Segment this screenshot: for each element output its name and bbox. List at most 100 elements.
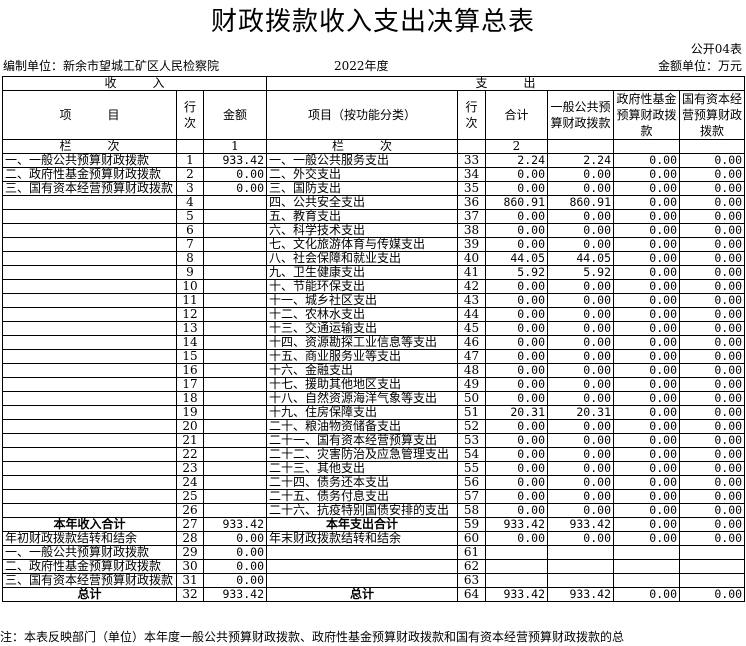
income-amount-cell: [203, 195, 267, 210]
gov-fund-cell: 0.00: [613, 363, 680, 378]
state-capital-cell: 0.00: [678, 293, 746, 308]
expense-item-cell: 一、一般公共服务支出: [266, 153, 458, 168]
income-amount-cell: [203, 335, 267, 350]
income-item-cell: [2, 447, 177, 462]
gov-fund-cell: 0.00: [613, 321, 680, 336]
table-row: 24 二十四、债务还本支出 56 0.00 0.00 0.00 0.00: [2, 475, 746, 490]
table-row: 25 二十五、债务付息支出 57 0.00 0.00 0.00 0.00: [2, 489, 746, 504]
income-amount-cell: [203, 419, 267, 434]
income-amount-cell: [203, 321, 267, 336]
income-item-cell: [2, 251, 177, 266]
income-amount-cell: 933.42: [203, 153, 267, 168]
expense-item-cell: [266, 545, 458, 560]
state-capital-cell: 0.00: [678, 433, 746, 448]
state-capital-cell: 0.00: [678, 517, 746, 532]
general-budget-cell: 0.00: [547, 419, 614, 434]
total-header: 合计: [485, 90, 548, 140]
expense-item-cell: 十三、交通运输支出: [266, 321, 458, 336]
budget-table: 收 入 支 出 项 目 行次 金额 项目（按功能分类） 行次 合计 一般公共预算…: [2, 76, 746, 602]
expense-item-cell: 六、科学技术支出: [266, 223, 458, 238]
expense-header: 支 出: [265, 76, 746, 91]
expense-row-no-cell: 43: [457, 293, 486, 308]
general-budget-cell: 933.42: [547, 517, 614, 532]
gov-fund-cell: 0.00: [613, 349, 680, 364]
income-item-cell: [2, 489, 177, 504]
expense-item-cell: 七、文化旅游体育与传媒支出: [266, 237, 458, 252]
income-amount-cell: [203, 265, 267, 280]
income-item-cell: 总计: [2, 587, 177, 602]
income-item-cell: 年初财政拨款结转和结余: [2, 531, 177, 546]
footnote: 注：本表反映部门（单位）本年度一般公共预算财政拨款、政府性基金预算财政拨款和国有…: [0, 630, 625, 644]
expense-total-cell: 0.00: [485, 279, 548, 294]
table-row: 21 二十一、国有资本经营预算支出 53 0.00 0.00 0.00 0.00: [2, 433, 746, 448]
col-index-blank-3: [547, 139, 614, 154]
state-capital-cell: 0.00: [678, 587, 746, 602]
expense-total-cell: 0.00: [485, 167, 548, 182]
expense-total-cell: 5.92: [485, 265, 548, 280]
general-budget-cell: 0.00: [547, 391, 614, 406]
col-index-blank-4: [613, 139, 680, 154]
gov-fund-cell: 0.00: [613, 377, 680, 392]
gov-fund-cell: 0.00: [613, 433, 680, 448]
general-budget-cell: 0.00: [547, 237, 614, 252]
state-capital-cell: 0.00: [678, 475, 746, 490]
income-row-no-cell: 11: [176, 293, 204, 308]
expense-row-no-cell: 62: [457, 559, 486, 574]
general-budget-cell: 0.00: [547, 321, 614, 336]
column-index-row: 栏 次 1 栏 次 2: [2, 139, 746, 154]
income-amount-cell: [203, 349, 267, 364]
expense-total-cell: [485, 545, 548, 560]
income-row-no-cell: 7: [176, 237, 204, 252]
expense-item-cell: 二十六、抗疫特别国债安排的支出: [266, 503, 458, 518]
expense-total-cell: 860.91: [485, 195, 548, 210]
income-row-no-cell: 13: [176, 321, 204, 336]
expense-total-cell: 2.24: [485, 153, 548, 168]
income-item-cell: [2, 237, 177, 252]
gov-fund-cell: 0.00: [613, 181, 680, 196]
general-budget-cell: 0.00: [547, 181, 614, 196]
general-budget-cell: 0.00: [547, 209, 614, 224]
general-budget-cell: 0.00: [547, 489, 614, 504]
table-row: 总计 32 933.42 总计 64 933.42 933.42 0.00 0.00: [2, 587, 746, 602]
table-row: 15 十五、商业服务业等支出 47 0.00 0.00 0.00 0.00: [2, 349, 746, 364]
table-row: 18 十八、自然资源海洋气象等支出 50 0.00 0.00 0.00 0.00: [2, 391, 746, 406]
income-item-cell: 一、一般公共预算财政拨款: [2, 545, 177, 560]
expense-row-no-cell: 57: [457, 489, 486, 504]
gov-fund-cell: 0.00: [613, 237, 680, 252]
general-budget-cell: 0.00: [547, 363, 614, 378]
income-row-no-cell: 23: [176, 461, 204, 476]
income-row-no-cell: 10: [176, 279, 204, 294]
expense-row-no-cell: 47: [457, 349, 486, 364]
expense-item-cell: 二十一、国有资本经营预算支出: [266, 433, 458, 448]
table-row: 16 十六、金融支出 48 0.00 0.00 0.00 0.00: [2, 363, 746, 378]
expense-item-cell: 总计: [266, 587, 458, 602]
income-amount-cell: [203, 461, 267, 476]
state-capital-cell: [678, 559, 746, 574]
form-code: 公开04表: [690, 42, 742, 56]
income-row-no-cell: 9: [176, 265, 204, 280]
expense-item-cell: 八、社会保障和就业支出: [266, 251, 458, 266]
general-budget-cell: 860.91: [547, 195, 614, 210]
state-capital-cell: 0.00: [678, 349, 746, 364]
income-row-no-cell: 31: [176, 573, 204, 588]
income-row-no-cell: 14: [176, 335, 204, 350]
table-row: 23 二十三、其他支出 55 0.00 0.00 0.00 0.00: [2, 461, 746, 476]
income-item-cell: [2, 475, 177, 490]
income-row-no-cell: 15: [176, 349, 204, 364]
expense-item-cell: 十一、城乡社区支出: [266, 293, 458, 308]
income-row-no-cell: 2: [176, 167, 204, 182]
table-row: 14 十四、资源勘探工业信息等支出 46 0.00 0.00 0.00 0.00: [2, 335, 746, 350]
income-header: 收 入: [2, 76, 267, 91]
expense-row-no-cell: 59: [457, 517, 486, 532]
income-row-no-cell: 27: [176, 517, 204, 532]
expense-item-cell: 五、教育支出: [266, 209, 458, 224]
gov-fund-cell: 0.00: [613, 503, 680, 518]
gov-fund-cell: 0.00: [613, 461, 680, 476]
income-item-cell: [2, 195, 177, 210]
expense-item-cell: 九、卫生健康支出: [266, 265, 458, 280]
income-amount-cell: 0.00: [203, 531, 267, 546]
general-budget-cell: 0.00: [547, 377, 614, 392]
expense-item-cell: 二十三、其他支出: [266, 461, 458, 476]
income-item-cell: 一、一般公共预算财政拨款: [2, 153, 177, 168]
col-index-1: 1: [203, 139, 267, 154]
